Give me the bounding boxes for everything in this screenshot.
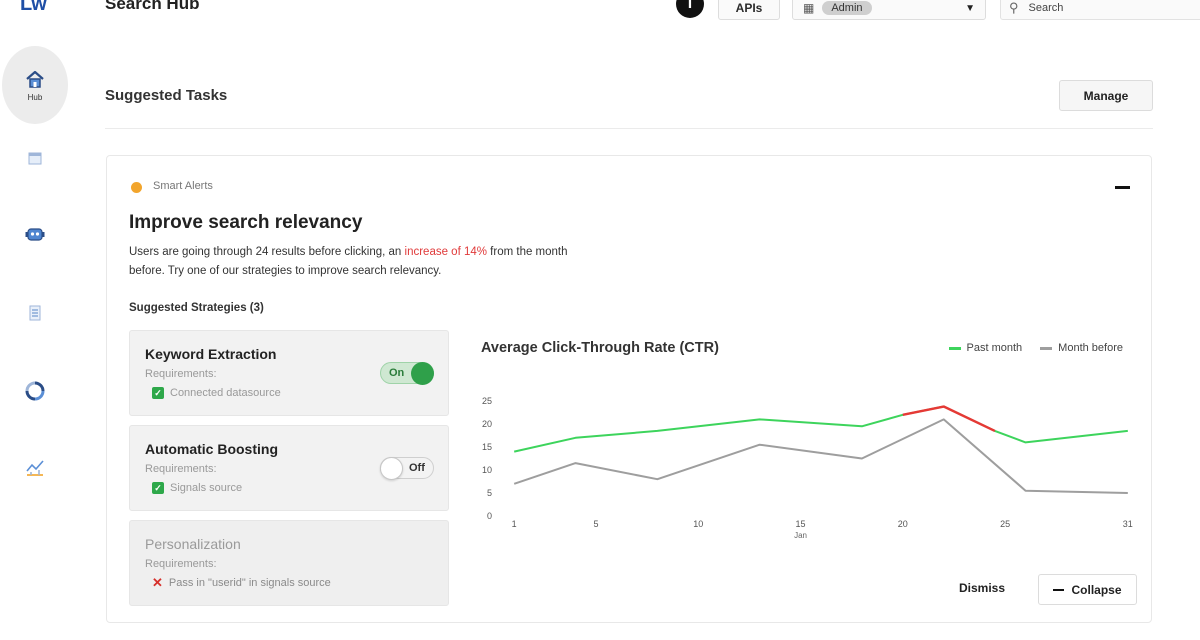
legend-label: Past month: [967, 342, 1023, 354]
section-title: Suggested Tasks: [105, 87, 227, 104]
chart-legend: Past month Month before: [949, 342, 1123, 354]
strategy-automatic-boosting: Automatic Boosting Requirements: ✓ Signa…: [129, 425, 449, 511]
desc-text: Users are going through 24 results befor…: [129, 246, 405, 258]
desc-highlight: increase of 14%: [405, 246, 487, 258]
requirements-label: Requirements:: [145, 558, 217, 570]
toggle-knob: [411, 362, 434, 385]
divider: [105, 128, 1153, 129]
card-description: Users are going through 24 results befor…: [129, 243, 599, 281]
card-title: Improve search relevancy: [129, 212, 362, 234]
legend-swatch: [949, 347, 961, 350]
legend-item-month-before[interactable]: Month before: [1040, 342, 1123, 354]
app-logo[interactable]: Lw: [20, 0, 46, 16]
search-placeholder: Search: [1029, 2, 1064, 14]
chevron-down-icon: ▼: [965, 3, 975, 14]
legend-item-past-month[interactable]: Past month: [949, 342, 1023, 354]
document-icon: [27, 304, 43, 322]
strategy-name: Automatic Boosting: [145, 441, 278, 457]
home-icon: [24, 69, 46, 89]
calendar-icon: [27, 150, 43, 166]
smart-alert-card: Smart Alerts Improve search relevancy Us…: [106, 155, 1152, 623]
app-grid-icon: ▦: [803, 1, 814, 15]
check-icon: ✓: [152, 387, 164, 399]
sidebar-item-analytics[interactable]: [0, 456, 70, 478]
app-selector-value: Admin: [822, 1, 871, 15]
search-icon: ⚲: [1009, 0, 1019, 16]
strategy-name: Personalization: [145, 536, 241, 552]
x-tick-label: 31: [1123, 519, 1133, 529]
toggle-label: On: [389, 367, 404, 379]
x-tick-label: 10: [693, 519, 703, 529]
y-tick-label: 15: [482, 442, 492, 452]
requirement-item: ✕ Pass in "userid" in signals source: [152, 577, 331, 589]
y-tick-label: 25: [482, 396, 492, 406]
y-tick-label: 0: [487, 511, 492, 521]
minimize-icon[interactable]: [1115, 186, 1130, 189]
x-tick-label: 25: [1000, 519, 1010, 529]
info-icon[interactable]: i: [676, 0, 704, 18]
x-tick-label: 20: [898, 519, 908, 529]
requirement-item: ✓ Connected datasource: [152, 387, 281, 399]
sidebar-item-documents[interactable]: [0, 304, 70, 322]
y-tick-label: 20: [482, 419, 492, 429]
requirement-text: Pass in "userid" in signals source: [169, 577, 331, 589]
analytics-icon: [24, 456, 46, 478]
collapse-button[interactable]: Collapse: [1038, 574, 1137, 605]
collapse-label: Collapse: [1071, 583, 1121, 597]
series-line-past-month: [514, 407, 1128, 452]
x-tick-label: 1: [512, 519, 517, 529]
series-line-month-before: [514, 419, 1128, 493]
requirements-label: Requirements:: [145, 463, 217, 475]
search-input[interactable]: ⚲ Search: [1000, 0, 1200, 20]
legend-label: Month before: [1058, 342, 1123, 354]
dismiss-button[interactable]: Dismiss: [959, 581, 1005, 595]
series-highlight-anomaly: [903, 407, 995, 431]
y-tick-label: 10: [482, 465, 492, 475]
sidebar-item-sync[interactable]: [0, 380, 70, 402]
alert-dot-icon: [131, 182, 142, 193]
automatic-boosting-toggle[interactable]: Off: [380, 457, 434, 479]
requirements-label: Requirements:: [145, 368, 217, 380]
x-icon: ✕: [152, 577, 163, 589]
strategy-name: Keyword Extraction: [145, 346, 276, 362]
strategy-personalization: Personalization Requirements: ✕ Pass in …: [129, 520, 449, 606]
x-axis-sublabel: Jan: [794, 531, 807, 540]
manage-button[interactable]: Manage: [1059, 80, 1153, 111]
x-tick-label: 5: [593, 519, 598, 529]
strategy-keyword-extraction: Keyword Extraction Requirements: ✓ Conne…: [129, 330, 449, 416]
page-title: Search Hub: [105, 0, 199, 14]
requirement-item: ✓ Signals source: [152, 482, 242, 494]
toggle-knob: [380, 457, 403, 480]
requirement-text: Connected datasource: [170, 387, 281, 399]
x-tick-label: 15: [796, 519, 806, 529]
strategies-title: Suggested Strategies (3): [129, 302, 264, 314]
sidebar-item-hub[interactable]: Hub: [2, 46, 68, 124]
sidebar-item-label: Hub: [28, 93, 43, 102]
sidebar-item-robot[interactable]: [0, 224, 70, 244]
keyword-extraction-toggle[interactable]: On: [380, 362, 434, 384]
legend-swatch: [1040, 347, 1052, 350]
toggle-label: Off: [409, 462, 425, 474]
sync-icon: [24, 380, 46, 402]
chart-title: Average Click-Through Rate (CTR): [481, 340, 719, 356]
check-icon: ✓: [152, 482, 164, 494]
requirement-text: Signals source: [170, 482, 242, 494]
sidebar-item-calendar[interactable]: [0, 150, 70, 166]
alert-tag: Smart Alerts: [153, 180, 213, 192]
minus-icon: [1053, 589, 1064, 591]
apis-button[interactable]: APIs: [718, 0, 780, 20]
robot-icon: [24, 224, 46, 244]
y-tick-label: 5: [487, 488, 492, 498]
app-selector[interactable]: ▦ Admin ▼: [792, 0, 986, 20]
